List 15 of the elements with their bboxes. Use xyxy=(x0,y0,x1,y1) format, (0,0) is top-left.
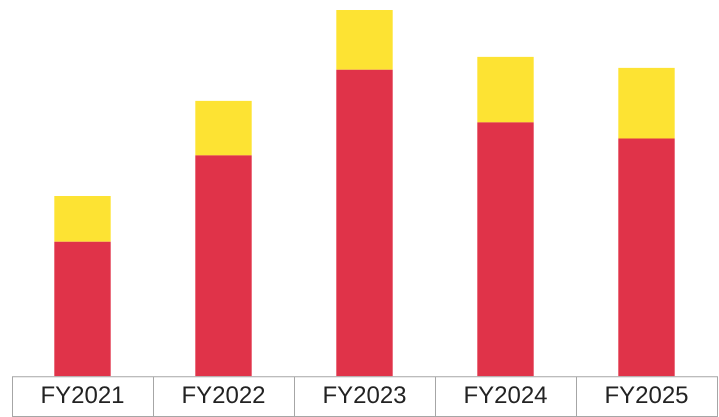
x-tick-label: FY2025 xyxy=(604,382,689,410)
x-tick-label: FY2021 xyxy=(40,382,125,410)
bar xyxy=(54,196,111,242)
x-tick-label: FY2023 xyxy=(322,382,407,410)
bar xyxy=(477,56,534,122)
x-tick-label: FY2022 xyxy=(181,382,266,410)
bar xyxy=(336,10,393,70)
bar xyxy=(618,138,675,376)
bar xyxy=(195,100,252,156)
bar xyxy=(336,70,393,376)
bar xyxy=(618,68,675,139)
bar xyxy=(54,242,111,376)
x-tick-label: FY2024 xyxy=(463,382,548,410)
bar xyxy=(195,155,252,376)
bar xyxy=(477,122,534,376)
